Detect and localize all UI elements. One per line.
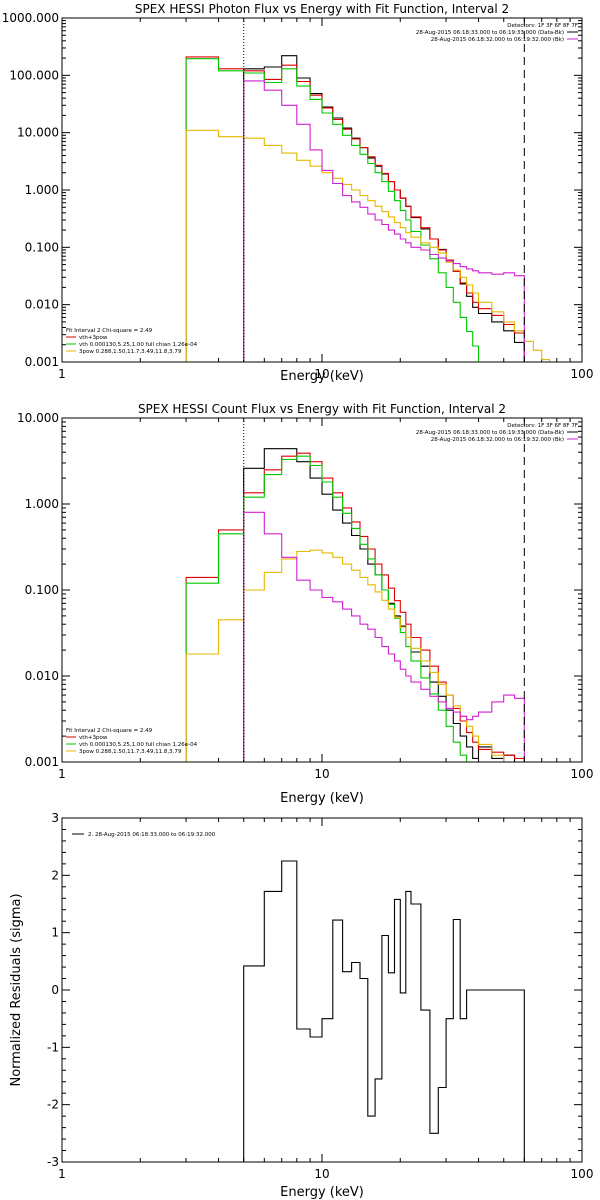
photon-ytick-label: 0.001 — [25, 355, 59, 369]
photon-xlabel: Energy (keV) — [280, 369, 364, 384]
resid-ytick-label: -1 — [47, 1040, 59, 1054]
photon-legend-label: 28-Aug-2015 06:18:32.000 to 06:19:32.000… — [431, 37, 564, 43]
resid-ytick-label: 2 — [51, 868, 59, 882]
count-ytick-label: 0.010 — [25, 669, 59, 683]
photon-series-bk — [243, 80, 525, 362]
photon-series-total — [185, 56, 525, 362]
photon-ytick-label: 0.100 — [25, 240, 59, 254]
photon-series-vth — [185, 58, 493, 362]
resid-ytick-label: 3 — [51, 811, 59, 825]
count-ytick-label: 10.000 — [17, 411, 59, 425]
resid-frame — [61, 817, 583, 1163]
photon-fit-heading: Fit Interval 2 Chi-square = 2.49 — [66, 328, 153, 334]
resid-ylabel: Normalized Residuals (sigma) — [9, 893, 24, 1086]
resid-ytick-label: 1 — [51, 926, 59, 940]
resid-ytick-label: 0 — [51, 983, 59, 997]
resid-legend-label: 2. 28-Aug-2015 06:18:33.000 to 06:19:32.… — [88, 832, 216, 838]
count-series-bk — [243, 511, 525, 762]
resid-chart: 1 10 100 -3 -2 -1 0 1 2 3 Energy (keV) Normalized R… — [9, 811, 593, 1200]
resid-series-group — [243, 860, 525, 1162]
count-xlabel: Energy (keV) — [280, 791, 364, 806]
count-xtick-label: 10 — [314, 767, 329, 781]
count-ytick-label: 1.000 — [25, 497, 59, 511]
count-xtick-label: 1 — [58, 767, 66, 781]
photon-chart: SPEX HESSI Photon Flux vs Energy with Fi… — [2, 2, 594, 384]
count-xtick-label: 100 — [571, 767, 594, 781]
photon-series-group — [185, 55, 551, 362]
count-ytick-label: 0.100 — [25, 583, 59, 597]
count-series-group — [185, 448, 525, 762]
resid-xlabel: Energy (keV) — [280, 1185, 364, 1200]
resid-xtick-label: 1 — [58, 1167, 66, 1181]
photon-ytick-label: 1.000 — [25, 183, 59, 197]
count-series-total — [185, 452, 525, 762]
count-fit-label: vth+3pow — [79, 735, 108, 741]
count-fit-heading: Fit Interval 2 Chi-square = 2.49 — [66, 728, 153, 734]
photon-series-data — [243, 55, 525, 362]
count-series-data — [243, 448, 516, 762]
photon-fit-label: vth 0.000130,5.25,1.00 full chian 1.26e-… — [79, 342, 198, 348]
photon-ytick-label: 1000.000 — [2, 11, 59, 25]
photon-title: SPEX HESSI Photon Flux vs Energy with Fi… — [135, 2, 509, 16]
count-legend-label: 28-Aug-2015 06:18:33.000 to 06:19:33.000… — [416, 430, 564, 436]
count-series-3pow — [185, 549, 505, 762]
photon-xtick-label: 1 — [58, 367, 66, 381]
photon-xtick-label: 10 — [314, 367, 329, 381]
count-fit-label: 3pow 0.288,1.50,11.7,3.49,11.8,3.79 — [79, 749, 182, 755]
photon-ytick-label: 0.010 — [25, 298, 59, 312]
photon-ytick-label: 10.000 — [17, 126, 59, 140]
photon-legend-label: 28-Aug-2015 06:18:33.000 to 06:19:33.000… — [416, 30, 564, 36]
resid-ytick-label: -3 — [47, 1155, 59, 1169]
count-legend-label: 28-Aug-2015 06:18:32.000 to 06:19:32.000… — [431, 437, 564, 443]
count-frame — [61, 417, 583, 763]
count-series-vth — [185, 455, 468, 762]
count-title: SPEX HESSI Count Flux vs Energy with Fit… — [138, 402, 506, 416]
count-fit-label: vth 0.000130,5.25,1.00 full chian 1.26e-… — [79, 742, 198, 748]
resid-ytick-label: -2 — [47, 1098, 59, 1112]
resid-xtick-label: 10 — [314, 1167, 329, 1181]
resid-xtick-label: 100 — [571, 1167, 594, 1181]
count-legend-heading: Detectors: 1F 3F 6F 8F 7F — [507, 423, 578, 429]
photon-fit-label: vth+3pow — [79, 335, 108, 341]
photon-ytick-label: 100.000 — [9, 68, 59, 82]
photon-fit-label: 3pow 0.288,1.50,11.7,3.49,11.8,3.79 — [79, 349, 182, 355]
photon-xtick-label: 100 — [571, 367, 594, 381]
resid-series-residuals — [243, 860, 525, 1162]
count-chart: SPEX HESSI Count Flux vs Energy with Fit… — [17, 402, 593, 806]
photon-frame — [61, 17, 583, 363]
count-ytick-label: 0.001 — [25, 755, 59, 769]
photon-series-3pow — [185, 129, 551, 362]
photon-legend-heading: Detectors: 1F 3F 6F 8F 7F — [507, 23, 578, 29]
